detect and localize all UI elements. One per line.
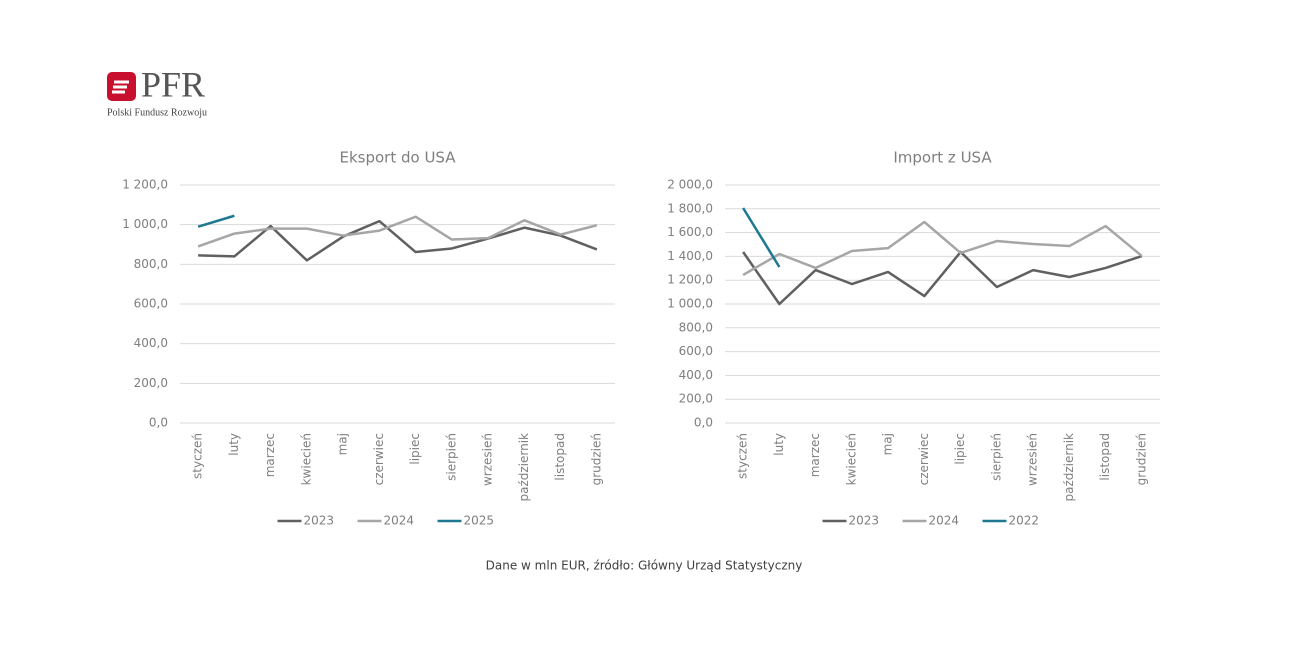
y-tick-label: 800,0 [134, 257, 168, 271]
x-tick-label: wrzesień [481, 433, 495, 486]
legend-label: 2024 [929, 514, 960, 528]
y-tick-label: 400,0 [679, 368, 713, 382]
x-tick-label: maj [336, 433, 350, 455]
logo-icon-lines [112, 80, 129, 94]
x-tick-label: lipiec [953, 433, 967, 465]
logo-name: PFR [141, 64, 205, 104]
y-tick-label: 200,0 [134, 376, 168, 390]
y-tick-label: 1 200,0 [122, 178, 168, 192]
x-tick-label: marzec [808, 433, 822, 477]
series-line [742, 250, 1143, 306]
series-line [742, 207, 781, 268]
y-tick-label: 2 000,0 [667, 178, 713, 192]
x-tick-label: styczeń [191, 433, 205, 479]
x-tick-label: grudzień [1134, 433, 1148, 485]
legend-label: 2022 [1009, 514, 1040, 528]
chart-title: Import z USA [893, 149, 992, 167]
x-tick-label: maj [881, 433, 895, 455]
y-tick-label: 1 000,0 [667, 297, 713, 311]
x-tick-label: wrzesień [1026, 433, 1040, 486]
y-tick-label: 600,0 [134, 297, 168, 311]
y-tick-label: 800,0 [679, 320, 713, 334]
series-line [197, 214, 235, 228]
x-tick-label: lipiec [408, 433, 422, 465]
y-tick-label: 400,0 [134, 336, 168, 350]
x-tick-label: kwiecień [299, 433, 313, 485]
legend-label: 2023 [849, 514, 880, 528]
legend-label: 2025 [464, 514, 495, 528]
y-tick-label: 1 600,0 [667, 225, 713, 239]
x-tick-label: listopad [1098, 433, 1112, 481]
x-tick-label: sierpień [444, 433, 458, 481]
y-tick-label: 1 800,0 [667, 201, 713, 215]
series-line [197, 215, 598, 248]
x-tick-label: grudzień [589, 433, 603, 485]
x-tick-label: kwiecień [844, 433, 858, 485]
y-tick-label: 0,0 [149, 416, 168, 430]
series-line [198, 219, 598, 262]
y-tick-label: 0,0 [694, 416, 713, 430]
y-tick-label: 600,0 [679, 344, 713, 358]
logo-subtitle: Polski Fundusz Rozwoju [107, 107, 207, 118]
series-line [742, 220, 1143, 277]
x-tick-label: listopad [553, 433, 567, 481]
y-tick-label: 1 400,0 [667, 249, 713, 263]
x-tick-label: marzec [263, 433, 277, 477]
x-tick-label: czerwiec [917, 433, 931, 485]
legend-label: 2023 [304, 514, 335, 528]
y-tick-label: 1 000,0 [122, 217, 168, 231]
x-tick-label: październik [1062, 433, 1076, 502]
x-tick-label: sierpień [989, 433, 1003, 481]
chart-title: Eksport do USA [339, 149, 456, 167]
x-tick-label: czerwiec [372, 433, 386, 485]
legend-label: 2024 [384, 514, 415, 528]
x-tick-label: luty [772, 433, 786, 456]
y-tick-label: 1 200,0 [667, 273, 713, 287]
source-note: Dane w mln EUR, źródło: Główny Urząd Sta… [486, 559, 803, 573]
x-tick-label: styczeń [736, 433, 750, 479]
x-tick-label: październik [517, 433, 531, 502]
y-tick-label: 200,0 [679, 392, 713, 406]
x-tick-label: luty [227, 433, 241, 456]
